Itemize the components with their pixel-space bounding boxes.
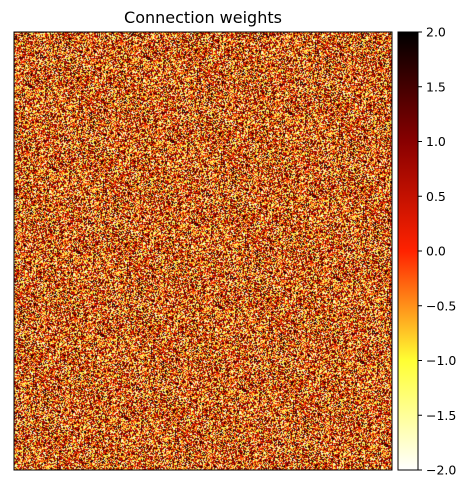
heatmap-area — [13, 31, 393, 471]
colorbar-tick-label: −1.5 — [426, 408, 456, 423]
colorbar-tick-label: −0.5 — [426, 298, 456, 313]
heatmap-frame — [13, 31, 393, 471]
colorbar-fill — [398, 32, 418, 470]
colorbar-tick-label: 0.0 — [426, 244, 446, 259]
chart-title: Connection weights — [124, 8, 282, 27]
heatmap-image — [14, 32, 392, 470]
colorbar: 2.0 1.5 1.0 0.5 0.0 −0.5 −1.0 −1.5 −2.0 — [397, 25, 456, 478]
colorbar-ticks: 2.0 1.5 1.0 0.5 0.0 −0.5 −1.0 −1.5 −2.0 — [418, 25, 456, 478]
colorbar-tick-label: 0.5 — [426, 189, 446, 204]
colorbar-tick-label: −1.0 — [426, 353, 456, 368]
colorbar-tick-label: 2.0 — [426, 25, 446, 40]
colorbar-tick-label: −2.0 — [426, 463, 456, 478]
colorbar-tick-label: 1.5 — [426, 79, 446, 94]
colorbar-tick-label: 1.0 — [426, 134, 446, 149]
